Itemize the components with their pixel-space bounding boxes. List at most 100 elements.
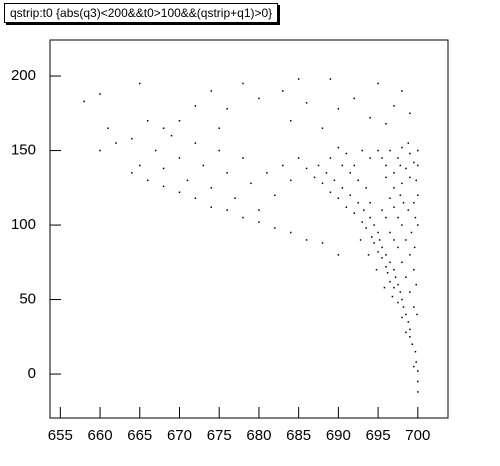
point — [373, 242, 375, 244]
point — [381, 257, 383, 259]
point — [377, 231, 379, 234]
point — [385, 176, 387, 179]
point — [401, 182, 403, 185]
point — [274, 194, 276, 197]
point — [131, 137, 133, 140]
point — [345, 206, 348, 208]
point — [178, 157, 181, 159]
point — [393, 172, 395, 174]
point — [115, 142, 117, 144]
point — [337, 197, 340, 199]
point — [401, 224, 403, 226]
point — [83, 100, 85, 103]
point — [385, 164, 387, 167]
point — [405, 331, 407, 334]
point — [333, 179, 336, 182]
point — [313, 176, 316, 179]
point — [367, 254, 370, 256]
point — [415, 179, 417, 182]
point — [194, 197, 197, 199]
point — [409, 328, 411, 331]
point — [399, 164, 402, 167]
point — [289, 231, 292, 234]
point — [266, 172, 268, 174]
point — [407, 321, 410, 323]
point — [413, 246, 416, 249]
y-tick-label: 50 — [19, 291, 36, 308]
point — [210, 187, 213, 189]
point — [178, 120, 181, 122]
x-tick-label: 660 — [88, 427, 113, 444]
point — [393, 206, 395, 208]
point — [353, 164, 356, 167]
point — [407, 142, 410, 144]
y-tick-label: 200 — [11, 67, 36, 84]
point — [383, 286, 386, 289]
point — [373, 224, 375, 226]
point — [389, 149, 391, 152]
point — [413, 161, 415, 164]
point — [297, 78, 300, 80]
point — [385, 266, 387, 268]
point — [361, 221, 363, 223]
y-tick-label: 150 — [11, 142, 36, 159]
point — [399, 194, 402, 197]
point — [381, 246, 383, 249]
point — [258, 209, 260, 211]
point — [417, 194, 419, 197]
point — [321, 127, 324, 129]
point — [341, 164, 344, 167]
point — [405, 313, 407, 316]
point — [194, 105, 197, 107]
x-tick-label: 700 — [405, 427, 430, 444]
point — [405, 276, 407, 278]
point — [413, 306, 415, 308]
point — [417, 149, 419, 152]
x-tick-label: 670 — [167, 427, 192, 444]
point — [170, 134, 173, 137]
point — [417, 380, 419, 383]
point — [99, 149, 101, 152]
point — [399, 291, 402, 293]
point — [389, 197, 391, 199]
point — [407, 209, 410, 211]
x-tick-label: 690 — [326, 427, 351, 444]
point — [178, 191, 181, 194]
point — [385, 122, 387, 125]
point — [341, 187, 344, 189]
point — [397, 216, 399, 219]
point — [282, 164, 284, 167]
point — [397, 157, 399, 159]
point — [218, 149, 220, 152]
point — [413, 269, 415, 271]
point — [107, 127, 109, 129]
point — [378, 239, 381, 241]
x-tick-label: 685 — [286, 427, 311, 444]
point — [397, 301, 399, 304]
point — [357, 201, 359, 204]
point — [409, 176, 411, 179]
point — [242, 157, 244, 159]
point — [146, 179, 149, 182]
point — [218, 127, 220, 129]
point — [202, 164, 205, 167]
point — [154, 149, 157, 152]
point — [417, 224, 419, 226]
point — [317, 164, 320, 167]
point — [325, 172, 328, 174]
x-tick-label: 675 — [207, 427, 232, 444]
x-tick-label: 655 — [48, 427, 73, 444]
point — [397, 283, 399, 286]
point — [411, 343, 414, 345]
point — [250, 182, 252, 185]
point — [377, 251, 379, 253]
point — [417, 164, 419, 167]
point — [401, 90, 403, 92]
point — [139, 164, 141, 167]
point — [401, 146, 403, 149]
point — [321, 182, 324, 185]
point — [393, 187, 395, 189]
point — [345, 152, 348, 155]
